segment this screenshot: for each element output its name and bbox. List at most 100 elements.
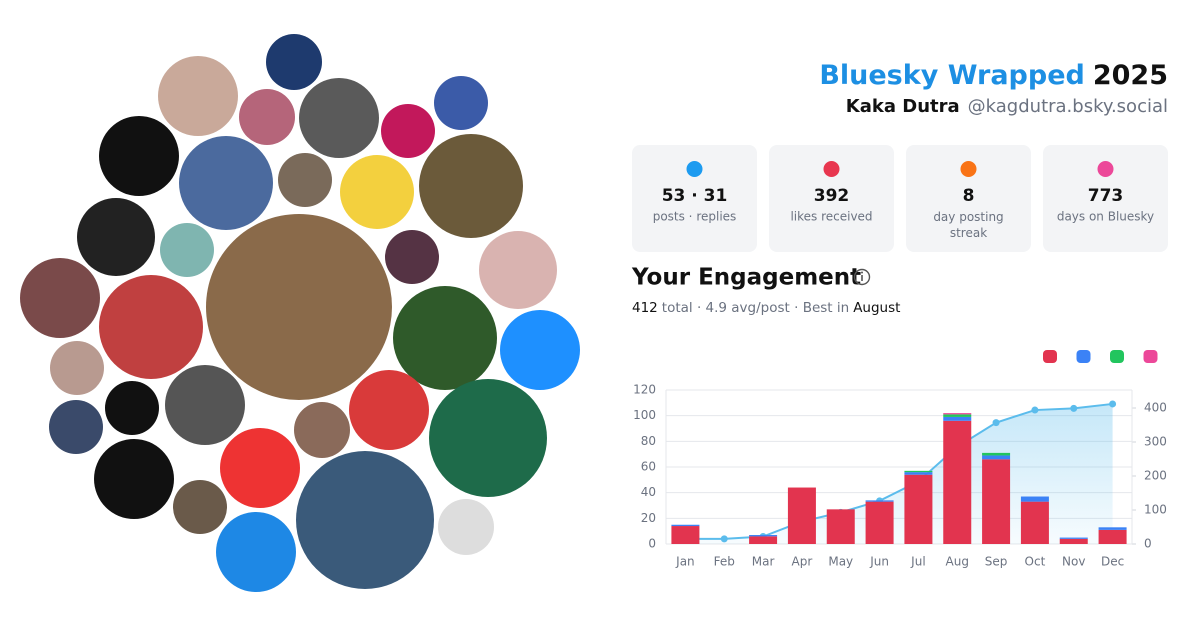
- line-point: [1070, 404, 1078, 412]
- stat-card: 8 day posting streak: [906, 145, 1031, 252]
- avatar[interactable]: [385, 230, 439, 284]
- bar-segment: [943, 420, 972, 544]
- stat-label: day posting streak: [933, 210, 1003, 240]
- avatar[interactable]: [179, 136, 273, 230]
- bar-segment: [982, 455, 1011, 460]
- bar-segment: [671, 526, 700, 544]
- avatar[interactable]: [429, 379, 547, 497]
- avatar[interactable]: [438, 499, 494, 555]
- avatar[interactable]: [216, 512, 296, 592]
- stat-icon: [1097, 161, 1114, 177]
- avatar[interactable]: [50, 341, 104, 395]
- section-title: Your Engagement: [631, 265, 861, 291]
- stat-icon: [960, 161, 977, 177]
- card-bg: [906, 145, 1031, 252]
- avatar[interactable]: [77, 198, 155, 276]
- avatar[interactable]: [340, 155, 414, 229]
- avatar[interactable]: [479, 231, 557, 309]
- legend-icon[interactable]: [1110, 350, 1124, 363]
- avatar[interactable]: [299, 78, 379, 158]
- bar-segment: [904, 474, 933, 544]
- avatar[interactable]: [278, 153, 332, 207]
- title: Bluesky Wrapped: [819, 60, 1085, 91]
- stat-value: 773: [1088, 186, 1124, 206]
- y2-tick-label: 400: [1144, 401, 1167, 415]
- line-point: [1031, 406, 1039, 414]
- bar-segment: [1020, 501, 1049, 544]
- legend: [1043, 350, 1158, 363]
- y2-tick-label: 300: [1144, 435, 1167, 449]
- avatar[interactable]: [500, 310, 580, 390]
- x-tick-label: Sep: [985, 555, 1008, 569]
- bar-segment: [865, 500, 894, 502]
- avatar[interactable]: [165, 365, 245, 445]
- stat-value: 53 · 31: [662, 186, 728, 206]
- stat-card: 773 days on Bluesky: [1043, 145, 1168, 252]
- y2-tick-label: 200: [1144, 469, 1167, 483]
- bar-segment: [787, 487, 816, 544]
- summary-best: August: [853, 300, 900, 316]
- x-tick-label: Dec: [1101, 555, 1124, 569]
- engagement-summary: 412 total · 4.9 avg/post · Best in August: [632, 300, 900, 316]
- avatar[interactable]: [99, 275, 203, 379]
- y-tick-label: 80: [641, 434, 656, 448]
- avatar[interactable]: [105, 381, 159, 435]
- stat-card: 392 likes received: [769, 145, 894, 252]
- x-tick-label: Jan: [675, 555, 695, 569]
- avatar[interactable]: [419, 134, 523, 238]
- legend-icon[interactable]: [1143, 350, 1158, 363]
- x-tick-label: Aug: [946, 555, 969, 569]
- avatar[interactable]: [49, 400, 103, 454]
- legend-icon[interactable]: [1043, 350, 1057, 363]
- avatar[interactable]: [239, 89, 295, 145]
- wrapped-title: Bluesky Wrapped 2025: [819, 60, 1168, 91]
- avatar[interactable]: [160, 223, 214, 277]
- avatar[interactable]: [94, 439, 174, 519]
- bar-segment: [865, 501, 894, 544]
- avatar[interactable]: [99, 116, 179, 196]
- y-tick-label: 120: [633, 383, 656, 397]
- avatar[interactable]: [206, 214, 392, 400]
- stat-label: likes received: [790, 210, 872, 224]
- avatar[interactable]: [349, 370, 429, 450]
- bar-segment: [1098, 529, 1127, 544]
- y2-tick-label: 100: [1144, 503, 1167, 517]
- bar-segment: [982, 459, 1011, 544]
- line-point: [1109, 400, 1117, 408]
- chart: 0 20 40 60 80 100 120 0 100 200 300 400 Jan Feb Mar Apr…: [633, 383, 1167, 569]
- x-tick-label: May: [828, 555, 853, 569]
- avatar[interactable]: [294, 402, 350, 458]
- x-tick-label: Oct: [1025, 555, 1046, 569]
- avatar-collage: [20, 34, 580, 592]
- avatar[interactable]: [393, 286, 497, 390]
- avatar[interactable]: [173, 480, 227, 534]
- line-point: [992, 419, 1000, 427]
- avatar[interactable]: [266, 34, 322, 90]
- stats: 53 · 31 posts · replies 392 likes received 8…: [632, 145, 1168, 252]
- info-icon[interactable]: [853, 268, 871, 286]
- y2-tick-label: 0: [1144, 537, 1152, 551]
- user-line: Kaka Dutra @kagdutra.bsky.social: [846, 96, 1168, 117]
- bar-segment: [904, 470, 933, 473]
- avatar[interactable]: [434, 76, 488, 130]
- y-tick-label: 40: [641, 485, 656, 499]
- bar-segment: [671, 524, 700, 527]
- bar-segment: [749, 535, 778, 537]
- stat-value: 8: [963, 186, 975, 206]
- line-point: [720, 535, 728, 543]
- x-tick-label: Jun: [869, 555, 889, 569]
- avatar[interactable]: [220, 428, 300, 508]
- bar-segment: [1059, 538, 1088, 544]
- avatar[interactable]: [20, 258, 100, 338]
- bar-segment: [826, 509, 855, 544]
- avatar[interactable]: [158, 56, 238, 136]
- legend-icon[interactable]: [1076, 350, 1091, 363]
- bar-segment: [1020, 496, 1049, 502]
- stat-card: 53 · 31 posts · replies: [632, 145, 757, 252]
- bar-segment: [943, 414, 972, 417]
- avatar[interactable]: [296, 451, 434, 589]
- bar-segment: [943, 416, 972, 421]
- stat-label: days on Bluesky: [1057, 210, 1154, 224]
- avatar[interactable]: [381, 104, 435, 158]
